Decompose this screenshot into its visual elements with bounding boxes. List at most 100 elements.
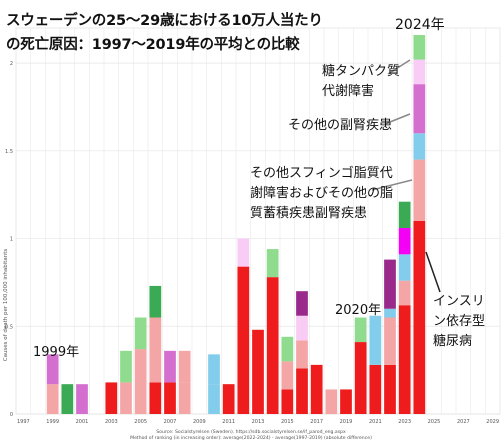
bar-2017 bbox=[310, 364, 323, 414]
bar-segment-2004-0 bbox=[120, 382, 132, 414]
annotation-insulin-line-1: インスリ bbox=[433, 294, 485, 309]
x-tick-label: 2029 bbox=[486, 419, 499, 425]
bar-segment-2004-1 bbox=[120, 350, 132, 383]
x-tick-label: 2013 bbox=[252, 419, 265, 425]
bar-segment-1999-0 bbox=[46, 384, 59, 414]
bar-segment-2017-0 bbox=[310, 364, 323, 414]
x-axis: 1997 1999 2001 2003 2005 2007 2009 2011 2013 2015… bbox=[17, 419, 499, 425]
bar-2008 bbox=[178, 350, 191, 414]
annotation-glycoprotein-line-2: 代謝障害 bbox=[322, 84, 375, 99]
bar-segment-2008-0 bbox=[178, 382, 191, 414]
bar-2003 bbox=[105, 382, 118, 414]
annotation-glycoprotein: 糖タンパク質 代謝障害 bbox=[322, 62, 400, 102]
x-tick-label: 2001 bbox=[76, 419, 89, 425]
bar-segment-2015-1 bbox=[281, 361, 294, 390]
bar-segment-2006-1 bbox=[149, 317, 162, 383]
bar-segment-1999-1 bbox=[46, 354, 59, 385]
bar-segment-2019-0 bbox=[340, 389, 352, 414]
x-tick-label: 2011 bbox=[222, 419, 235, 425]
annotation-sphingolipid-line-2: 謝障害およびその他の脂 bbox=[250, 186, 394, 201]
annotation-insulin-line-2: ン依存型 bbox=[433, 314, 486, 329]
x-tick-label: 1997 bbox=[17, 419, 30, 425]
bar-segment-2020-0 bbox=[354, 342, 367, 414]
bar-segment-2022-0 bbox=[384, 364, 396, 414]
bar-segment-2006-2 bbox=[149, 285, 162, 318]
annotation-adrenal: その他の副腎疾患 bbox=[288, 118, 393, 133]
bar-segment-2021-1 bbox=[369, 315, 382, 365]
leader-adrenal bbox=[384, 113, 411, 125]
bar-segment-2006-0 bbox=[149, 382, 162, 414]
bar-segment-2016-0 bbox=[296, 368, 308, 414]
x-tick-label: 2007 bbox=[164, 419, 177, 425]
chart-title-line-1: スウェーデンの25〜29歳における10万人当たり bbox=[6, 13, 323, 29]
x-tick-label: 2023 bbox=[398, 419, 411, 425]
bar-segment-2023-1 bbox=[398, 280, 411, 306]
annotation-sphingolipid: その他スフィンゴ脂質代 謝障害およびその他の脂 質蓄積疾患副腎疾患 bbox=[250, 164, 393, 224]
bar-2022 bbox=[384, 259, 396, 414]
bar-segment-2024-5 bbox=[413, 35, 426, 60]
bar-segment-2023-0 bbox=[398, 305, 411, 414]
y-axis-label: Causes of death per 100,000 inhabitants bbox=[3, 249, 9, 362]
bar-2011 bbox=[222, 384, 235, 414]
bar-segment-2001-0 bbox=[76, 384, 88, 414]
bar-segment-2014-1 bbox=[266, 249, 279, 278]
bar-2016 bbox=[296, 291, 308, 414]
annotation-year-2024: 2024年 bbox=[395, 17, 445, 33]
bar-2023 bbox=[398, 201, 411, 414]
bar-segment-2014-0 bbox=[266, 277, 279, 414]
x-tick-label: 2025 bbox=[428, 419, 441, 425]
annotation-insulin-line-3: 糖尿病 bbox=[433, 334, 473, 349]
leader-sphingolipid bbox=[371, 179, 413, 191]
bar-2020 bbox=[354, 317, 367, 414]
bar-segment-2008-1 bbox=[178, 350, 191, 383]
x-tick-label: 2005 bbox=[134, 419, 147, 425]
bar-segment-2024-2 bbox=[413, 133, 426, 160]
source-line-2: Method of ranking (in increasing order):… bbox=[130, 436, 372, 441]
bar-segment-2013-0 bbox=[252, 329, 264, 414]
bar-segment-2016-2 bbox=[296, 315, 308, 341]
chart-title-line-2: の死亡原因：1997〜2019年の平均との比較 bbox=[6, 37, 300, 53]
y-tick-label: 1.5 bbox=[5, 149, 13, 155]
bar-2004 bbox=[120, 350, 132, 414]
annotation-sphingolipid-line-3: 質蓄積疾患副腎疾患 bbox=[250, 206, 368, 221]
bar-segment-2005-1 bbox=[134, 317, 147, 350]
bar-segment-2012-1 bbox=[237, 238, 250, 267]
bar-segment-2016-3 bbox=[296, 291, 308, 316]
bar-segment-2012-0 bbox=[237, 266, 250, 414]
bar-segment-2007-0 bbox=[164, 382, 176, 414]
leader-glycoprotein bbox=[387, 59, 411, 75]
bar-2012 bbox=[237, 238, 250, 414]
bar-2001 bbox=[76, 384, 88, 414]
bar-2021 bbox=[369, 315, 382, 414]
bar-2013 bbox=[252, 329, 264, 414]
bar-2007 bbox=[164, 350, 176, 414]
bar-2014 bbox=[266, 249, 279, 414]
source-line-1: Source: Socialstyrelsen (Sweden). https:… bbox=[156, 430, 346, 435]
bar-segment-2010-0 bbox=[208, 384, 220, 414]
x-tick-label: 2017 bbox=[310, 419, 323, 425]
bar-segment-2023-2 bbox=[398, 254, 411, 281]
y-tick-label: 2 bbox=[10, 61, 13, 67]
x-tick-label: 2015 bbox=[281, 419, 294, 425]
bar-segment-2023-3 bbox=[398, 228, 411, 255]
bar-2006 bbox=[149, 285, 162, 414]
bar-2019 bbox=[340, 389, 352, 414]
bar-segment-2010-1 bbox=[208, 354, 220, 385]
bar-segment-2011-0 bbox=[222, 384, 235, 414]
bars bbox=[46, 35, 426, 414]
leader-insulin bbox=[425, 251, 441, 293]
bar-segment-2024-0 bbox=[413, 221, 426, 414]
bar-segment-2003-0 bbox=[105, 382, 118, 414]
bar-segment-2024-1 bbox=[413, 159, 426, 221]
x-tick-label: 2027 bbox=[457, 419, 470, 425]
x-tick-label: 2003 bbox=[105, 419, 118, 425]
y-tick-label: 0.5 bbox=[5, 324, 13, 330]
annotation-year-1999: 1999年 bbox=[33, 345, 80, 360]
bar-2005 bbox=[134, 317, 147, 414]
bar-segment-2015-0 bbox=[281, 389, 294, 414]
annotation-sphingolipid-line-1: その他スフィンゴ脂質代 bbox=[250, 166, 393, 181]
y-tick-label: 0 bbox=[10, 412, 13, 418]
annotation-glycoprotein-line-1: 糖タンパク質 bbox=[322, 64, 401, 79]
